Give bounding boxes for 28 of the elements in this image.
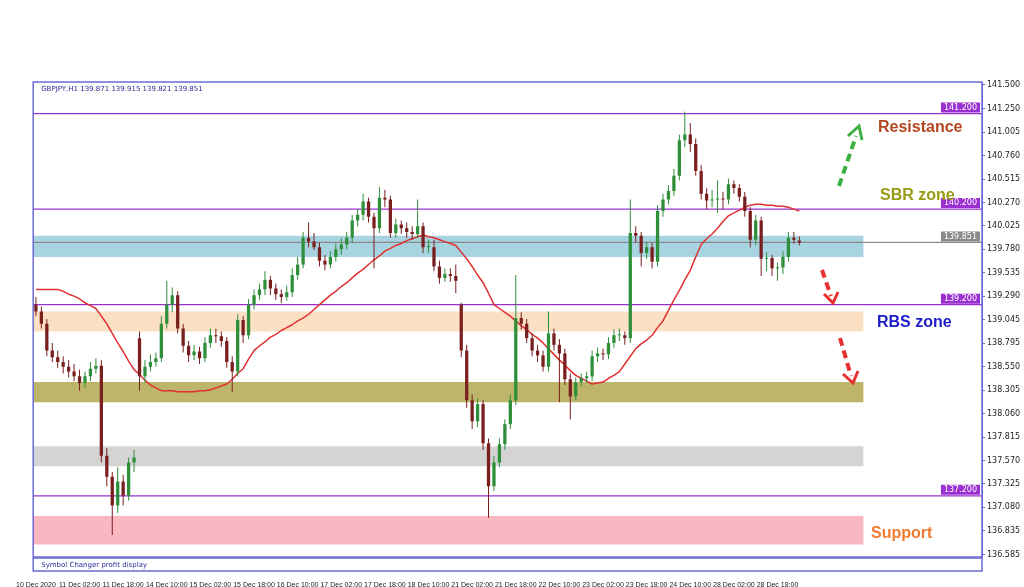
y-tick-label: 137.080: [987, 502, 1021, 512]
y-tick-label: 140.270: [987, 197, 1021, 207]
y-tick-label: 136.835: [987, 525, 1021, 535]
y-tick-label: 139.290: [987, 291, 1021, 301]
ref-line-label: 139.200: [943, 293, 978, 303]
y-tick-label: 139.535: [987, 267, 1021, 277]
annotation: Resistance: [878, 118, 963, 136]
y-tick-label: 137.325: [987, 478, 1021, 488]
y-tick-label: 139.045: [987, 314, 1021, 324]
ref-line-label: 137.200: [943, 484, 978, 494]
ref-line-label: 139.851: [943, 231, 978, 241]
y-tick-label: 141.500: [987, 79, 1021, 89]
y-tick-label: 138.795: [987, 338, 1021, 348]
y-tick-label: 140.025: [987, 220, 1021, 230]
annotation: Support: [871, 524, 933, 542]
y-tick-label: 136.585: [987, 549, 1021, 559]
y-tick-label: 139.780: [987, 244, 1021, 254]
y-tick-label: 140.515: [987, 174, 1021, 184]
y-tick-label: 138.550: [987, 361, 1021, 371]
y-tick-label: 138.060: [987, 408, 1021, 418]
ref-line-label: 141.200: [943, 102, 978, 112]
y-tick-label: 138.305: [987, 385, 1021, 395]
y-tick-label: 140.760: [987, 150, 1021, 160]
y-tick-label: 141.005: [987, 127, 1021, 137]
y-tick-label: 137.570: [987, 455, 1021, 465]
annotation: RBS zone: [877, 313, 952, 331]
y-tick-label: 141.250: [987, 103, 1021, 113]
y-tick-label: 137.815: [987, 432, 1021, 442]
